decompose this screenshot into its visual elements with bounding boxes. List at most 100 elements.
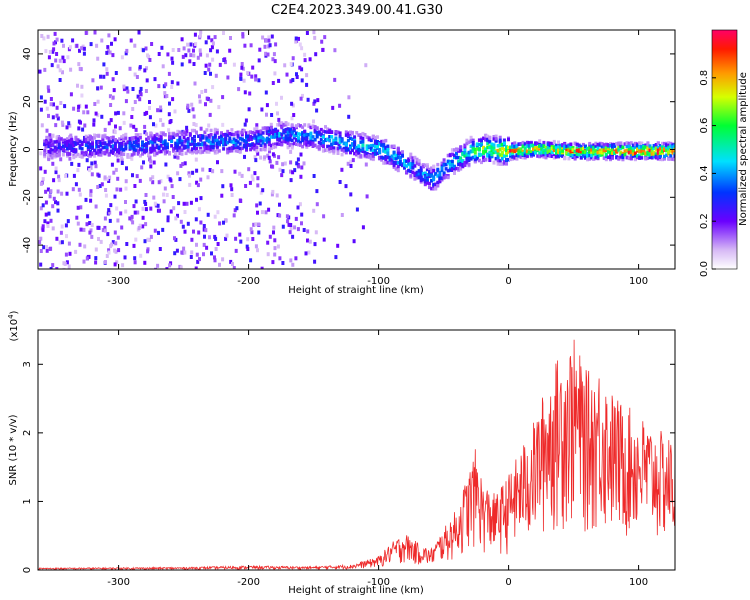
heatmap-band-cell	[534, 151, 538, 155]
heatmap-noise-cell	[67, 241, 71, 246]
heatmap-band-cell	[511, 148, 515, 153]
heatmap-noise-cell	[271, 81, 275, 85]
heatmap-noise-cell	[199, 177, 203, 182]
heatmap-noise-cell	[48, 194, 52, 199]
heatmap-band-cell	[411, 156, 415, 160]
heatmap-band-cell	[638, 149, 642, 153]
heatmap-noise-cell	[268, 159, 272, 164]
heatmap-noise-cell	[188, 173, 191, 178]
heatmap-band-cell	[625, 148, 629, 153]
heatmap-band-cell	[49, 139, 53, 143]
heatmap-noise-cell	[344, 184, 348, 189]
heatmap-noise-cell	[256, 176, 260, 181]
heatmap-band-cell	[168, 152, 171, 156]
heatmap-band-cell	[450, 163, 454, 168]
heatmap-noise-cell	[43, 219, 47, 224]
heatmap-band-cell	[222, 137, 226, 142]
heatmap-band-cell	[274, 135, 278, 139]
heatmap-noise-cell	[76, 205, 80, 210]
heatmap-band-cell	[269, 130, 273, 135]
heatmap-noise-cell	[46, 34, 50, 39]
heatmap-noise-cell	[208, 62, 212, 67]
heatmap-noise-cell	[77, 126, 81, 131]
heatmap-band-cell	[498, 143, 502, 148]
heatmap-noise-cell	[271, 189, 275, 194]
heatmap-noise-cell	[77, 62, 81, 67]
heatmap-noise-cell	[110, 41, 113, 46]
heatmap-band-cell	[297, 139, 300, 143]
heatmap-band-cell	[394, 167, 398, 171]
heatmap-band-cell	[286, 138, 290, 142]
heatmap-noise-cell	[291, 103, 295, 108]
heatmap-band-cell	[253, 143, 257, 147]
heatmap-band-cell	[101, 151, 105, 155]
heatmap-noise-cell	[289, 169, 292, 174]
heatmap-band-cell	[91, 151, 94, 155]
heatmap-noise-cell	[247, 167, 251, 172]
heatmap-noise-cell	[234, 236, 238, 241]
heatmap-band-cell	[425, 178, 429, 182]
heatmap-band-cell	[321, 139, 325, 144]
heatmap-band-cell	[484, 157, 488, 162]
heatmap-noise-cell	[49, 102, 53, 107]
heatmap-band-cell	[349, 146, 352, 150]
heatmap-band-cell	[213, 149, 217, 154]
heatmap-noise-cell	[99, 239, 103, 244]
heatmap-noise-cell	[55, 142, 59, 147]
heatmap-band-cell	[378, 148, 382, 152]
heatmap-noise-cell	[143, 199, 147, 204]
heatmap-noise-cell	[94, 164, 98, 169]
heatmap-noise-cell	[60, 120, 64, 125]
heatmap-noise-cell	[264, 210, 268, 215]
heatmap-noise-cell	[313, 242, 317, 247]
heatmap-band-cell	[521, 144, 525, 149]
heatmap-band-cell	[496, 162, 500, 166]
heatmap-band-cell	[151, 149, 155, 153]
heatmap-band-cell	[315, 126, 319, 130]
heatmap-band-cell	[138, 133, 142, 137]
heatmap-noise-cell	[183, 229, 187, 234]
heatmap-noise-cell	[314, 52, 318, 57]
heatmap-band-cell	[438, 174, 442, 178]
heatmap-noise-cell	[153, 201, 157, 206]
heatmap-band-cell	[307, 123, 311, 127]
heatmap-noise-cell	[270, 113, 274, 117]
heatmap-band-cell	[118, 137, 122, 141]
heatmap-band-cell	[432, 175, 436, 179]
heatmap-band-cell	[267, 147, 271, 151]
heatmap-noise-cell	[256, 183, 260, 188]
heatmap-band-cell	[636, 147, 639, 151]
heatmap-band-cell	[240, 131, 244, 135]
heatmap-band-cell	[540, 147, 544, 152]
heatmap-noise-cell	[304, 251, 308, 256]
heatmap-noise-cell	[43, 67, 47, 72]
heatmap-band-cell	[619, 144, 623, 148]
heatmap-noise-cell	[291, 234, 295, 239]
heatmap-noise-cell	[55, 52, 59, 56]
heatmap-band-cell	[72, 155, 76, 160]
heatmap-noise-cell	[248, 180, 252, 185]
heatmap-band-cell	[611, 148, 614, 153]
heatmap-noise-cell	[80, 93, 84, 98]
heatmap-noise-cell	[131, 138, 134, 142]
heatmap-noise-cell	[233, 169, 237, 174]
heatmap-band-cell	[446, 153, 450, 158]
heatmap-band-cell	[498, 159, 502, 163]
heatmap-band-cell	[459, 160, 463, 164]
heatmap-band-cell	[105, 147, 109, 152]
heatmap-band-cell	[51, 142, 55, 147]
colorbar-label: Normalized spectral amplitude	[738, 72, 749, 226]
heatmap-band-cell	[423, 179, 427, 184]
heatmap-band-cell	[517, 154, 521, 158]
heatmap-band-cell	[494, 137, 498, 141]
colorbar-tick-label: 0.6	[699, 118, 710, 134]
heatmap-noise-cell	[274, 42, 278, 47]
heatmap-band-cell	[59, 137, 63, 141]
heatmap-band-cell	[159, 149, 163, 154]
heatmap-band-cell	[70, 144, 74, 148]
heatmap-band-cell	[122, 152, 126, 156]
heatmap-band-cell	[419, 176, 423, 181]
heatmap-noise-cell	[96, 99, 100, 104]
heatmap-noise-cell	[107, 248, 111, 253]
heatmap-band-cell	[436, 162, 440, 167]
